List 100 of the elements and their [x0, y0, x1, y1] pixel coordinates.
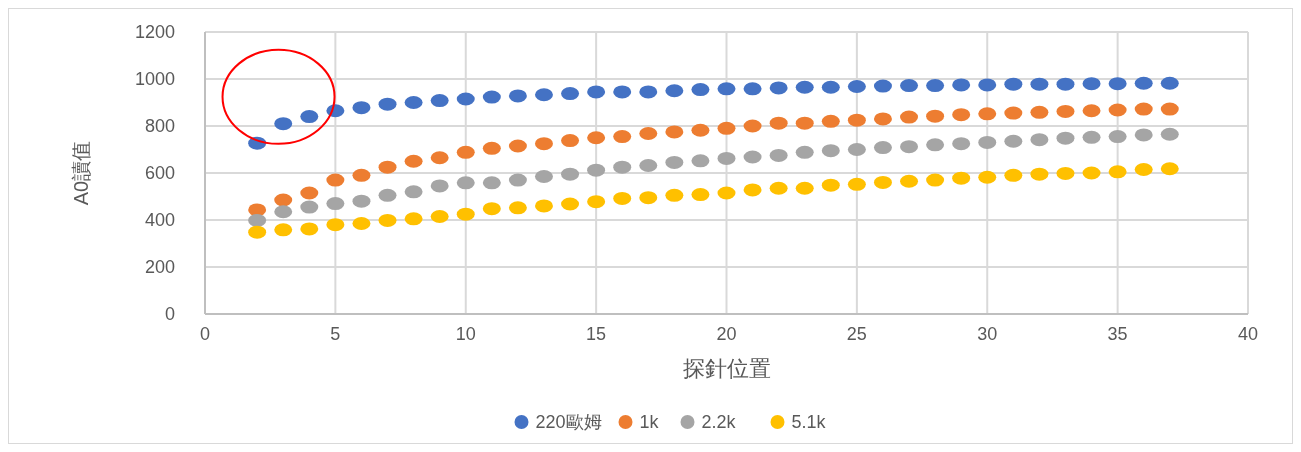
point [378, 188, 397, 202]
point [1134, 102, 1153, 116]
point [508, 89, 527, 103]
point [1160, 102, 1179, 116]
point [743, 183, 762, 197]
y-tick-label: 600 [144, 163, 175, 184]
point [1056, 131, 1075, 145]
point [926, 173, 945, 187]
x-tick-label: 35 [1107, 324, 1128, 344]
point [326, 218, 345, 232]
point [691, 123, 710, 137]
point [378, 160, 397, 174]
point [926, 79, 945, 93]
point [534, 170, 553, 184]
point [978, 170, 997, 184]
point [587, 85, 606, 99]
point [873, 112, 892, 126]
point [847, 177, 866, 191]
point [1030, 133, 1049, 147]
point [482, 141, 501, 155]
point [1160, 127, 1179, 141]
point [456, 145, 475, 159]
point [508, 173, 527, 187]
point [717, 82, 736, 96]
point [1160, 162, 1179, 176]
point [952, 78, 971, 92]
point [1160, 76, 1179, 90]
point [769, 181, 788, 195]
point [482, 202, 501, 216]
point [613, 160, 632, 174]
point [482, 176, 501, 190]
point [926, 138, 945, 152]
x-axis-title: 探針位置 [682, 356, 771, 381]
x-tick-label: 20 [716, 324, 737, 344]
point [1082, 77, 1101, 91]
point [1108, 130, 1127, 144]
point [795, 181, 814, 195]
point [847, 80, 866, 94]
point [900, 79, 919, 93]
point [978, 78, 997, 92]
point [1056, 104, 1075, 118]
point [404, 212, 423, 226]
point [665, 188, 684, 202]
point [1004, 77, 1023, 91]
point [404, 154, 423, 168]
point [795, 80, 814, 94]
point [639, 85, 658, 99]
point [534, 137, 553, 151]
point [430, 179, 449, 193]
legend-label: 1k [639, 412, 660, 433]
x-tick-label: 40 [1237, 324, 1259, 344]
point [900, 110, 919, 124]
point [952, 137, 971, 151]
point [691, 83, 710, 97]
x-tick-label: 0 [199, 324, 211, 344]
point [821, 178, 840, 192]
point [769, 116, 788, 130]
point [352, 101, 371, 115]
point [482, 90, 501, 104]
point [1108, 103, 1127, 117]
point [1004, 134, 1023, 148]
point [639, 127, 658, 141]
point [508, 139, 527, 153]
point [821, 144, 840, 158]
point [274, 193, 293, 207]
point [300, 186, 319, 200]
point [326, 173, 345, 187]
point [430, 151, 449, 165]
point [1056, 77, 1075, 91]
point [456, 176, 475, 190]
point [326, 197, 345, 211]
point [613, 130, 632, 144]
point [900, 174, 919, 188]
x-tick-label: 25 [846, 324, 867, 344]
point [691, 188, 710, 202]
legend-label: 220歐姆 [535, 412, 602, 433]
y-tick-label: 400 [144, 210, 175, 231]
point [561, 197, 580, 211]
point [821, 114, 840, 128]
x-tick-label: 5 [330, 324, 341, 344]
point [587, 163, 606, 177]
point [900, 140, 919, 154]
point [952, 108, 971, 122]
point [613, 85, 632, 99]
point [587, 195, 606, 209]
point [873, 141, 892, 155]
point [534, 199, 553, 213]
point [665, 125, 684, 139]
point [743, 119, 762, 133]
point [821, 80, 840, 94]
point [873, 79, 892, 93]
point [561, 87, 580, 101]
point [743, 82, 762, 96]
point [378, 213, 397, 227]
point [1134, 162, 1153, 176]
legend-label: 5.1k [791, 412, 827, 433]
point [1134, 76, 1153, 90]
point [717, 151, 736, 165]
point [1030, 167, 1049, 181]
point [1108, 77, 1127, 91]
